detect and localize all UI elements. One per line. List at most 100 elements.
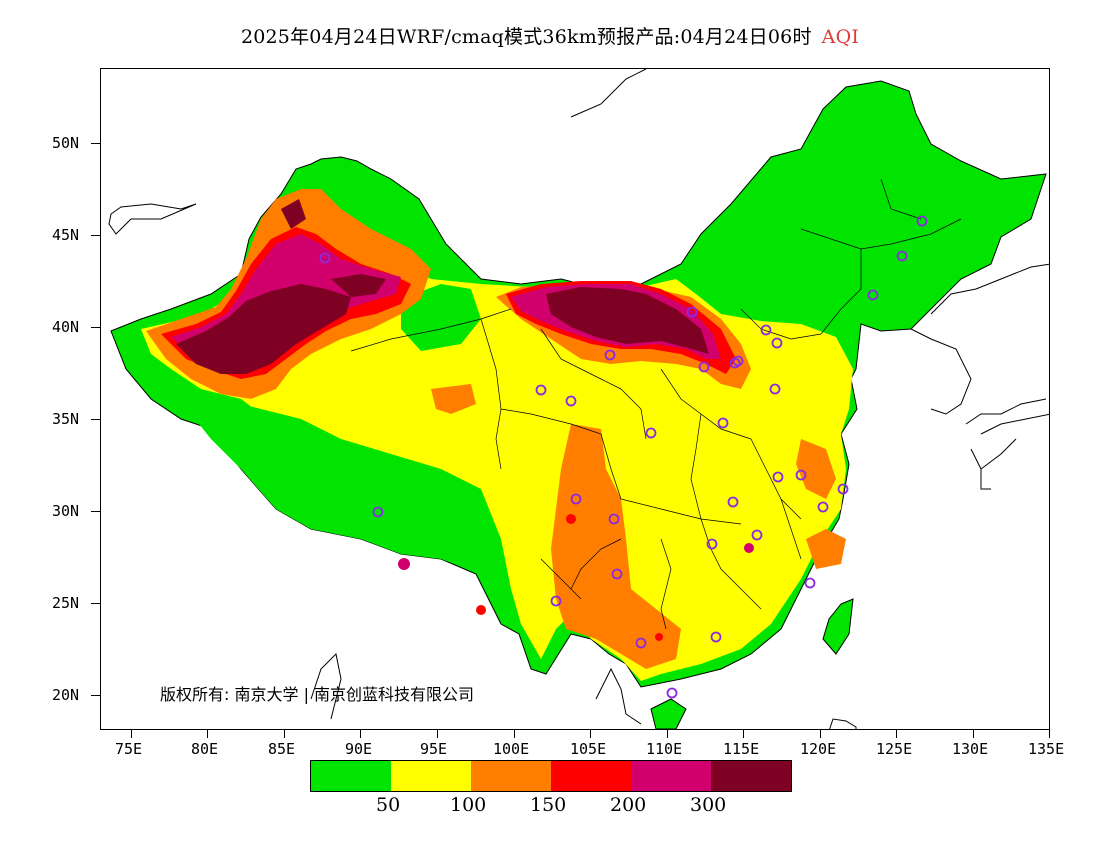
aqi-spot xyxy=(566,514,576,524)
y-tick xyxy=(91,327,100,329)
city-marker[interactable] xyxy=(772,471,784,483)
x-tick xyxy=(360,730,362,738)
aqi-hazardous-zone xyxy=(331,274,386,297)
map-title: 2025年04月24日WRF/cmaq模式36km预报产品:04月24日06时 A… xyxy=(0,22,1100,49)
city-marker[interactable] xyxy=(916,215,928,227)
y-tick xyxy=(91,235,100,237)
city-marker[interactable] xyxy=(645,427,657,439)
city-marker[interactable] xyxy=(717,417,729,429)
city-markers xyxy=(319,215,928,699)
title-variable: AQI xyxy=(821,26,860,48)
y-tick xyxy=(91,695,100,697)
y-tick-label: 30N xyxy=(52,502,80,520)
y-tick xyxy=(91,143,100,145)
aqi-hazardous-zone xyxy=(281,199,306,229)
aqi-spot xyxy=(744,543,754,553)
aqi-map-canvas xyxy=(108,69,1049,729)
city-marker[interactable] xyxy=(727,496,739,508)
legend-label: 150 xyxy=(530,794,567,816)
y-tick xyxy=(91,419,100,421)
city-marker[interactable] xyxy=(666,687,678,699)
city-marker[interactable] xyxy=(608,513,620,525)
x-tick xyxy=(437,730,439,738)
x-tick-label: 120E xyxy=(800,740,837,758)
city-marker[interactable] xyxy=(751,529,763,541)
y-tick-label: 20N xyxy=(52,686,80,704)
city-marker[interactable] xyxy=(698,361,710,373)
coastline xyxy=(108,69,647,235)
city-marker[interactable] xyxy=(635,637,647,649)
city-marker[interactable] xyxy=(319,252,331,264)
city-marker[interactable] xyxy=(795,469,807,481)
title-main: 2025年04月24日WRF/cmaq模式36km预报产品:04月24日06时 xyxy=(240,26,812,48)
legend-label: 100 xyxy=(450,794,487,816)
city-marker[interactable] xyxy=(804,577,816,589)
x-tick-label: 80E xyxy=(191,740,219,758)
city-marker[interactable] xyxy=(771,337,783,349)
y-tick-label: 35N xyxy=(52,410,80,428)
copyright-notice: 版权所有: 南京大学 | 南京创蓝科技有限公司 xyxy=(160,685,475,704)
aqi-usg-zone xyxy=(806,529,846,569)
x-tick-label: 95E xyxy=(420,740,448,758)
legend-swatch-moderate xyxy=(391,761,471,791)
legend-label: 50 xyxy=(376,794,401,816)
x-tick xyxy=(131,730,133,738)
legend-label: 300 xyxy=(690,794,727,816)
city-marker[interactable] xyxy=(867,289,879,301)
legend-swatch-usg xyxy=(471,761,551,791)
y-tick-label: 45N xyxy=(52,226,80,244)
city-marker[interactable] xyxy=(611,568,623,580)
aqi-good-patch xyxy=(191,404,501,574)
y-tick-label: 25N xyxy=(52,594,80,612)
city-marker[interactable] xyxy=(604,349,616,361)
y-tick-label: 40N xyxy=(52,318,80,336)
city-marker[interactable] xyxy=(706,538,718,550)
x-tick-label: 130E xyxy=(952,740,989,758)
city-marker[interactable] xyxy=(372,506,384,518)
x-tick xyxy=(973,730,975,738)
x-tick-label: 75E xyxy=(115,740,143,758)
city-marker[interactable] xyxy=(686,306,698,318)
legend-swatch-good xyxy=(311,761,391,791)
x-tick xyxy=(514,730,516,738)
city-marker[interactable] xyxy=(896,250,908,262)
aqi-usg-zone xyxy=(796,439,836,499)
aqi-usg-zone xyxy=(551,424,681,669)
aqi-spot xyxy=(655,633,663,641)
x-tick-label: 100E xyxy=(493,740,530,758)
city-marker[interactable] xyxy=(565,395,577,407)
coastline xyxy=(310,652,642,725)
aqi-legend xyxy=(310,760,792,792)
legend-swatch-very-unhealthy xyxy=(631,761,711,791)
x-tick xyxy=(207,730,209,738)
hainan-island xyxy=(650,698,687,729)
aqi-hazardous-zone xyxy=(176,284,351,374)
x-tick xyxy=(896,730,898,738)
aqi-spot xyxy=(398,558,410,570)
x-tick xyxy=(820,730,822,738)
x-tick-label: 125E xyxy=(876,740,913,758)
city-marker[interactable] xyxy=(817,501,829,513)
aqi-good-patch xyxy=(401,284,481,351)
city-marker[interactable] xyxy=(732,355,744,367)
legend-swatch-unhealthy xyxy=(551,761,631,791)
city-marker[interactable] xyxy=(710,631,722,643)
y-tick xyxy=(91,603,100,605)
x-tick xyxy=(743,730,745,738)
y-tick-label: 50N xyxy=(52,134,80,152)
coastline xyxy=(829,718,857,729)
city-marker[interactable] xyxy=(550,595,562,607)
city-marker[interactable] xyxy=(570,493,582,505)
aqi-usg-zone xyxy=(431,384,476,414)
city-marker[interactable] xyxy=(769,383,781,395)
x-tick xyxy=(590,730,592,738)
city-marker[interactable] xyxy=(535,384,547,396)
x-tick-label: 90E xyxy=(345,740,373,758)
coastline xyxy=(910,263,1049,490)
aqi-map[interactable] xyxy=(100,68,1050,730)
x-tick-label: 110E xyxy=(646,740,683,758)
city-marker[interactable] xyxy=(837,483,849,495)
aqi-spot xyxy=(476,605,486,615)
city-marker[interactable] xyxy=(760,324,772,336)
legend-label: 200 xyxy=(610,794,647,816)
